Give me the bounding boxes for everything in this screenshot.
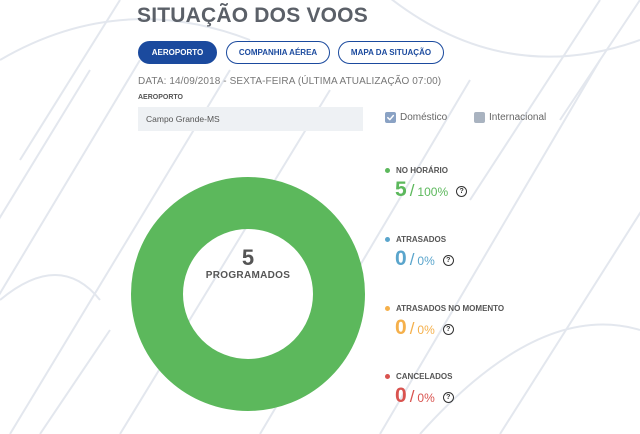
- stat-slash: /: [409, 250, 415, 269]
- stat-percent: 100%: [417, 185, 449, 199]
- stat-slash: /: [409, 387, 415, 406]
- page-title: SITUAÇÃO DOS VOOS: [137, 4, 368, 27]
- donut-slice-0: [131, 177, 365, 411]
- airport-select-value: Campo Grande-MS: [146, 114, 220, 124]
- stat-count: 0: [395, 384, 407, 407]
- stat-cancelados: CANCELADOS 0 / 0% ?: [385, 372, 625, 408]
- donut-chart: [131, 177, 365, 411]
- scheduled-count: 5: [241, 245, 255, 270]
- status-dot-icon: [385, 237, 390, 242]
- date-line: DATA: 14/09/2018 - SEXTA-FEIRA (ÚLTIMA A…: [138, 76, 442, 87]
- airport-select[interactable]: Campo Grande-MS: [138, 107, 363, 131]
- stat-label: ATRASADOS NO MOMENTO: [396, 304, 505, 313]
- status-dot-icon: [385, 168, 390, 173]
- stat-percent: 0%: [417, 323, 435, 337]
- help-icon[interactable]: ?: [456, 186, 468, 197]
- help-icon[interactable]: ?: [442, 392, 454, 403]
- status-dot-icon: [385, 306, 390, 311]
- donut-center: 5 PROGRAMADOS: [178, 245, 318, 282]
- stat-label: NO HORÁRIO: [396, 166, 448, 175]
- stat-count: 0: [395, 247, 407, 270]
- stat-slash: /: [409, 181, 415, 200]
- stat-percent: 0%: [417, 254, 435, 268]
- filter-domestico[interactable]: Doméstico: [385, 112, 447, 123]
- stat-count: 0: [395, 316, 407, 339]
- filter-internacional-label: Internacional: [489, 112, 547, 123]
- filter-domestico-label: Doméstico: [400, 112, 448, 123]
- tab-aeroporto[interactable]: AEROPORTO: [138, 41, 217, 64]
- stat-atrasados-no-momento: ATRASADOS NO MOMENTO 0 / 0% ?: [385, 304, 625, 340]
- help-icon[interactable]: ?: [442, 324, 454, 335]
- scheduled-label: PROGRAMADOS: [205, 270, 291, 281]
- stat-count: 5: [395, 178, 407, 201]
- stat-no-horario: NO HORÁRIO 5 / 100% ?: [385, 166, 625, 202]
- filter-internacional[interactable]: Internacional: [474, 112, 546, 123]
- tab-companhia-aerea[interactable]: COMPANHIA AÉREA: [226, 41, 330, 64]
- checkbox-unchecked-icon[interactable]: [474, 112, 485, 123]
- checkbox-checked-icon[interactable]: [385, 112, 396, 123]
- stat-label: CANCELADOS: [396, 372, 453, 381]
- stat-slash: /: [409, 319, 415, 338]
- stat-label: ATRASADOS: [396, 235, 447, 244]
- status-dot-icon: [385, 374, 390, 379]
- airport-label: AEROPORTO: [138, 94, 183, 101]
- tab-mapa-da-situacao[interactable]: MAPA DA SITUAÇÃO: [338, 41, 444, 64]
- stat-percent: 0%: [417, 391, 435, 405]
- help-icon[interactable]: ?: [442, 255, 454, 266]
- stat-atrasados: ATRASADOS 0 / 0% ?: [385, 235, 625, 271]
